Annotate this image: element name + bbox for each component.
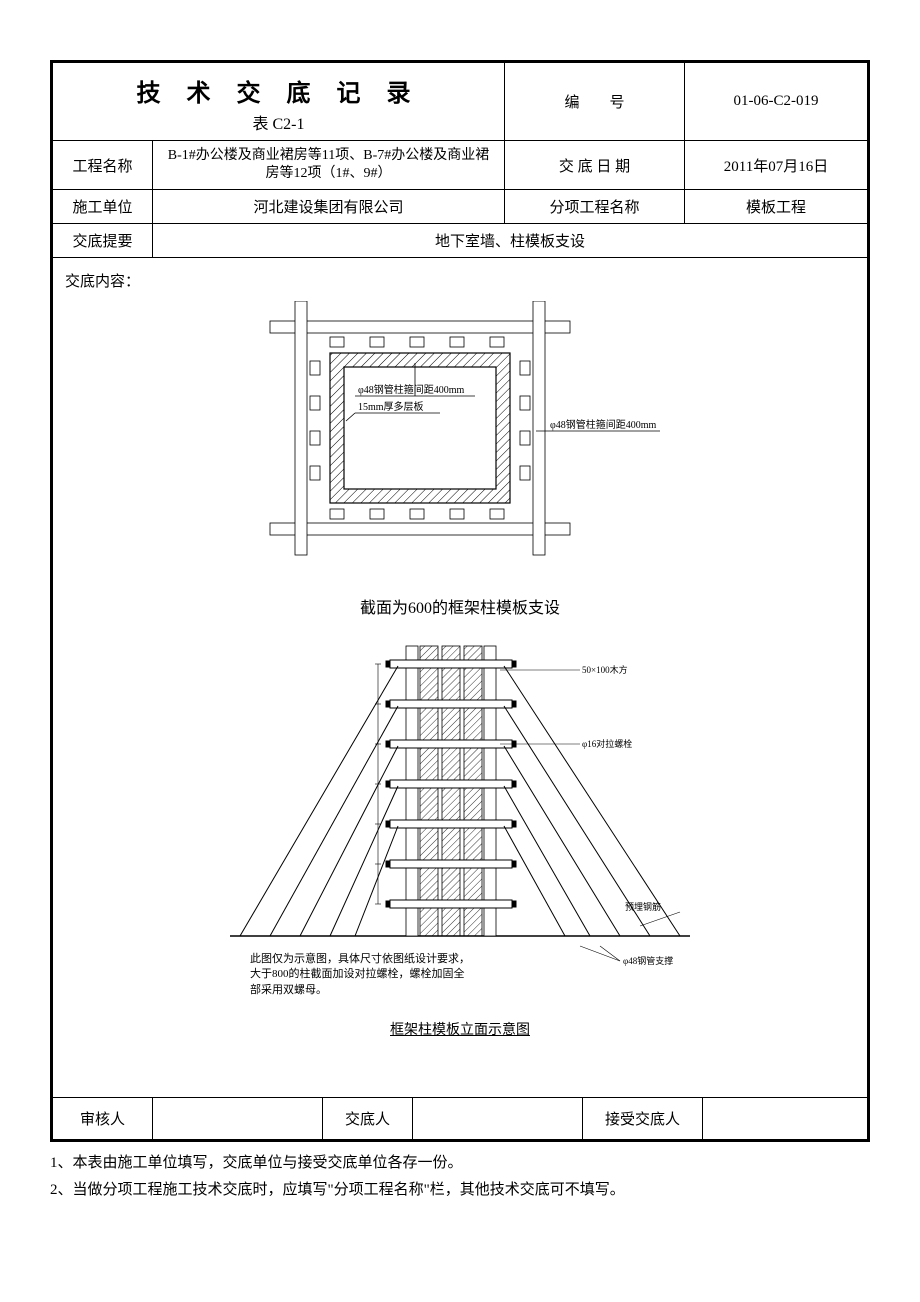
elev-title: 框架柱模板立面示意图 [65,1019,855,1039]
unit-value: 河北建设集团有限公司 [153,190,505,223]
title-cell: 技 术 交 底 记 录 表 C2-1 [53,63,505,140]
briefer-value [413,1098,583,1139]
footer-row: 审核人 交底人 接受交底人 [53,1098,867,1139]
elevation-diagram: 50×100木方 φ16对拉螺栓 预埋钢筋 φ48钢管支撑 此图仅为示意图，具体… [180,636,740,1006]
unit-row: 施工单位 河北建设集团有限公司 分项工程名称 模板工程 [53,190,867,224]
code-value: 01-06-C2-019 [685,63,867,140]
elev-lab1: 50×100木方 [582,664,628,675]
subproj-label: 分项工程名称 [505,190,685,223]
elev-lab4: φ48钢管支撑 [623,955,673,966]
subproj-value: 模板工程 [685,190,867,223]
receiver-value [703,1098,867,1139]
header-row: 技 术 交 底 记 录 表 C2-1 编 号 01-06-C2-019 [53,63,867,141]
plan-annot1: φ48钢管柱箍间距400mm [358,383,465,396]
form-frame: 技 术 交 底 记 录 表 C2-1 编 号 01-06-C2-019 工程名称… [50,60,870,1142]
content-label: 交底内容： [65,270,855,291]
elev-lab3: 预埋钢筋 [625,901,661,912]
project-value: B-1#办公楼及商业裙房等11项、B-7#办公楼及商业裙房等12项（1#、9#） [153,141,505,189]
summary-value: 地下室墙、柱模板支设 [153,224,867,257]
content-area: 交底内容： [53,258,867,1098]
summary-label: 交底提要 [53,224,153,257]
date-value: 2011年07月16日 [685,141,867,189]
plan-diagram: φ48钢管柱箍间距400mm 15mm厚多层板 φ48钢管柱箍间距400mm [240,301,680,561]
receiver-label: 接受交底人 [583,1098,703,1139]
date-label: 交 底 日 期 [505,141,685,189]
summary-row: 交底提要 地下室墙、柱模板支设 [53,224,867,258]
plan-caption: 截面为600的框架柱模板支设 [65,594,855,618]
main-title: 技 术 交 底 记 录 [137,73,421,108]
briefer-label: 交底人 [323,1098,413,1139]
plan-annot3: φ48钢管柱箍间距400mm [550,418,657,431]
project-label: 工程名称 [53,141,153,189]
reviewer-label: 审核人 [53,1098,153,1139]
plan-annot2: 15mm厚多层板 [358,400,424,413]
plan-diagram-wrap: φ48钢管柱箍间距400mm 15mm厚多层板 φ48钢管柱箍间距400mm 截… [65,301,855,1039]
code-label: 编 号 [505,63,685,140]
reviewer-value [153,1098,323,1139]
sub-title: 表 C2-1 [252,110,304,134]
elev-lab2: φ16对拉螺栓 [582,738,632,749]
unit-label: 施工单位 [53,190,153,223]
elev-note: 此图仅为示意图，具体尺寸依图纸设计要求， 大于800的柱截面加设对拉螺栓，螺栓加… [250,952,490,998]
form-notes: 1、本表由施工单位填写，交底单位与接受交底单位各存一份。 2、当做分项工程施工技… [50,1150,870,1204]
note-2: 2、当做分项工程施工技术交底时，应填写"分项工程名称"栏，其他技术交底可不填写。 [50,1177,870,1204]
note-1: 1、本表由施工单位填写，交底单位与接受交底单位各存一份。 [50,1150,870,1177]
project-row: 工程名称 B-1#办公楼及商业裙房等11项、B-7#办公楼及商业裙房等12项（1… [53,141,867,190]
